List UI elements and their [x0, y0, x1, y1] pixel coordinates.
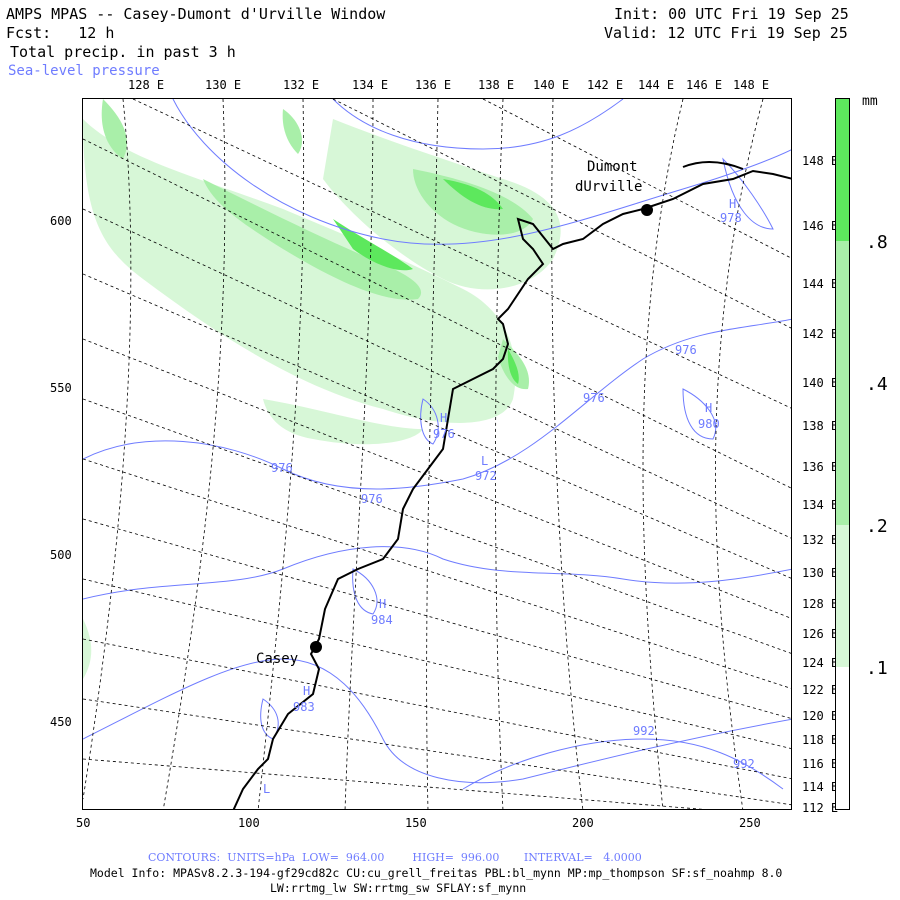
- lon-label: 124 E: [802, 656, 839, 670]
- grid-label: 50: [76, 816, 91, 830]
- grid-label: 250: [739, 816, 761, 830]
- grid-label: 600: [50, 214, 72, 228]
- precip-shading: [83, 99, 561, 679]
- colorbar-label: .2: [866, 516, 888, 537]
- lon-label: 144 E: [638, 78, 675, 92]
- pressure-contours: [83, 99, 791, 790]
- grid-label: 100: [238, 816, 260, 830]
- contour-label: 978: [720, 211, 742, 225]
- lon-label: 132 E: [283, 78, 320, 92]
- contour-label: 992: [733, 757, 755, 771]
- lon-label: 122 E: [802, 683, 839, 697]
- lon-label: 140 E: [533, 78, 570, 92]
- lon-label: 138 E: [802, 419, 839, 433]
- lon-label: 142 E: [802, 327, 839, 341]
- map-panel: Dumont dUrville Casey 976 976 976 976 97…: [82, 98, 792, 810]
- lon-label: 114 E: [802, 780, 839, 794]
- colorbar-unit: mm: [862, 94, 878, 109]
- casey-station-marker: [310, 641, 322, 653]
- lon-label: 130 E: [205, 78, 242, 92]
- lon-label: 148 E: [802, 154, 839, 168]
- lon-label: 128 E: [802, 597, 839, 611]
- colorbar-label: .4: [866, 374, 888, 395]
- contour-label: 980: [698, 417, 720, 431]
- field-label: Total precip. in past 3 h: [10, 43, 236, 61]
- colorbar-label: .8: [866, 232, 888, 253]
- contour-label: 976: [675, 343, 697, 357]
- contour-label: L: [263, 782, 271, 796]
- latlon-grid: [83, 99, 791, 809]
- lon-label: 134 E: [802, 498, 839, 512]
- coastline-islands: [682, 161, 744, 170]
- lon-label: 128 E: [128, 78, 165, 92]
- contour-label: 992: [633, 724, 655, 738]
- contour-label: L: [481, 454, 489, 468]
- lon-label: 132 E: [802, 533, 839, 547]
- map-title: AMPS MPAS -- Casey-Dumont d'Urville Wind…: [6, 5, 386, 23]
- precip-colorbar: [835, 98, 850, 810]
- lon-label: 146 E: [686, 78, 723, 92]
- contour-label: 983: [293, 700, 315, 714]
- map-canvas: [83, 99, 791, 809]
- lon-label: 116 E: [802, 757, 839, 771]
- contour-label: H: [303, 684, 311, 698]
- contour-label: H: [379, 597, 387, 611]
- lon-label: 136 E: [802, 460, 839, 474]
- lon-label: 120 E: [802, 709, 839, 723]
- grid-label: 500: [50, 548, 72, 562]
- lon-label: 138 E: [478, 78, 515, 92]
- dumont-durville-station-marker: [641, 204, 653, 216]
- colorbar-label: .1: [866, 658, 888, 679]
- grid-label: 550: [50, 381, 72, 395]
- lon-label: 142 E: [587, 78, 624, 92]
- colorbar-segment: [836, 525, 849, 667]
- grid-label: 150: [405, 816, 427, 830]
- lon-label: 130 E: [802, 566, 839, 580]
- coastline: [232, 169, 791, 809]
- lon-label: 140 E: [802, 376, 839, 390]
- contour-label: 976: [583, 391, 605, 405]
- colorbar-segment: [836, 383, 849, 525]
- colorbar-segment: [836, 241, 849, 383]
- contour-label: 984: [371, 613, 393, 627]
- lon-label: 136 E: [415, 78, 452, 92]
- grid-label: 200: [572, 816, 594, 830]
- valid-time: Valid: 12 UTC Fri 19 Sep 25: [604, 24, 848, 42]
- contour-label: 976: [361, 492, 383, 506]
- contour-label: 976: [271, 461, 293, 475]
- contour-label: 972: [475, 469, 497, 483]
- lon-label: 126 E: [802, 627, 839, 641]
- lon-label: 134 E: [352, 78, 389, 92]
- grid-label: 450: [50, 715, 72, 729]
- contour-label: H: [729, 197, 737, 211]
- lon-label: 148 E: [733, 78, 770, 92]
- lon-label: 112 E: [802, 801, 839, 815]
- station-label: Casey: [256, 651, 299, 667]
- lon-label: 146 E: [802, 219, 839, 233]
- lon-label: 144 E: [802, 277, 839, 291]
- forecast-hour: Fcst: 12 h: [6, 24, 115, 42]
- overlay-label: Sea-level pressure: [8, 63, 160, 79]
- lon-label: 118 E: [802, 733, 839, 747]
- station-label: Dumont: [587, 159, 638, 175]
- contour-label: H: [705, 401, 713, 415]
- model-info-physics: LW:rrtmg_lw SW:rrtmg_sw SFLAY:sf_mynn: [270, 881, 527, 895]
- colorbar-segment: [836, 667, 849, 809]
- contour-label: 976: [433, 427, 455, 441]
- init-time: Init: 00 UTC Fri 19 Sep 25: [614, 5, 849, 23]
- station-label: dUrville: [575, 179, 643, 195]
- model-info: Model Info: MPASv8.2.3-194-gf29cd82c CU:…: [90, 866, 783, 880]
- contour-label: H: [440, 411, 448, 425]
- colorbar-segment: [836, 99, 849, 241]
- contour-info: CONTOURS: UNITS=hPa LOW= 964.00 HIGH= 99…: [148, 851, 642, 864]
